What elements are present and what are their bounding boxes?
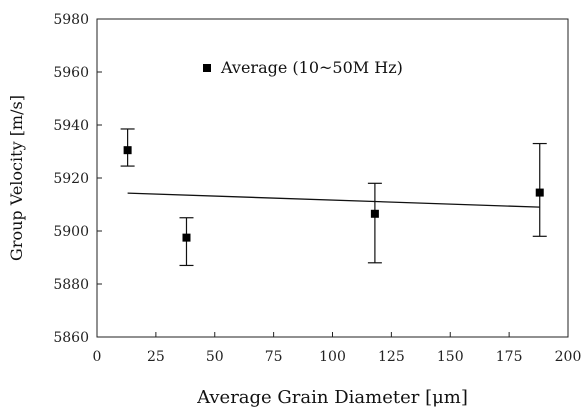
x-tick-label: 125 bbox=[378, 349, 405, 365]
y-tick-label: 5920 bbox=[53, 171, 89, 187]
data-point bbox=[535, 188, 544, 197]
y-tick-label: 5980 bbox=[53, 12, 89, 28]
x-tick-label: 150 bbox=[437, 349, 464, 365]
y-tick-label: 5900 bbox=[53, 224, 89, 240]
trendline-layer bbox=[127, 192, 540, 208]
data-point bbox=[182, 233, 191, 242]
y-tick-label: 5860 bbox=[53, 330, 89, 346]
x-tick-label: 50 bbox=[206, 349, 224, 365]
y-axis: 5860 5880 5900 5920 5940 5960 5980 bbox=[53, 12, 102, 346]
x-tick-label: 175 bbox=[496, 349, 523, 365]
x-axis-title: Average Grain Diameter [μm] bbox=[196, 387, 468, 408]
x-tick-label: 200 bbox=[555, 349, 582, 365]
trendline bbox=[127, 192, 540, 208]
points-layer bbox=[120, 128, 547, 267]
y-tick-label: 5940 bbox=[53, 118, 89, 134]
data-point bbox=[370, 209, 379, 218]
legend-label: Average (10~50M Hz) bbox=[220, 58, 403, 77]
x-axis: 0 25 50 75 100 125 150 175 200 bbox=[93, 332, 582, 365]
data-point bbox=[123, 146, 132, 155]
y-tick-label: 5880 bbox=[53, 277, 89, 293]
x-tick-label: 75 bbox=[265, 349, 283, 365]
y-tick-label: 5960 bbox=[53, 65, 89, 81]
x-tick-label: 0 bbox=[93, 349, 102, 365]
y-axis-title: Group Velocity [m/s] bbox=[7, 95, 26, 261]
legend: Average (10~50M Hz) bbox=[203, 58, 403, 77]
x-tick-label: 100 bbox=[319, 349, 346, 365]
legend-marker bbox=[203, 64, 211, 72]
x-tick-label: 25 bbox=[147, 349, 165, 365]
